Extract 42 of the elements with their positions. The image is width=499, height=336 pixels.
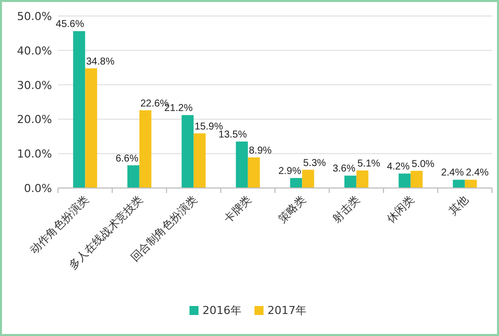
- x-tick-label: 卡牌类: [221, 192, 254, 226]
- bar: [248, 157, 260, 188]
- x-tick-label: 射击类: [330, 192, 362, 226]
- y-tick-label: 50.0%: [17, 10, 52, 23]
- data-label: 4.2%: [386, 162, 410, 173]
- data-label: 3.6%: [332, 164, 356, 175]
- bar: [452, 180, 465, 188]
- data-label: 5.0%: [412, 158, 435, 170]
- bar: [302, 170, 314, 188]
- bar: [127, 165, 140, 188]
- y-tick-label: 30.0%: [17, 78, 52, 92]
- legend-label: 2017年: [268, 304, 306, 317]
- data-label: 6.6%: [116, 153, 138, 164]
- data-label: 13.5%: [218, 130, 247, 141]
- data-label: 2.4%: [441, 168, 464, 179]
- y-tick-label: 10.0%: [17, 148, 52, 161]
- bar: [410, 170, 423, 188]
- x-tick-label: 策略类: [276, 192, 308, 226]
- y-tick-label: 20.0%: [17, 113, 52, 126]
- bar: [236, 142, 248, 188]
- bar: [182, 115, 194, 188]
- data-label: 34.8%: [86, 56, 115, 68]
- bar: [139, 110, 152, 188]
- x-tick-label: 其他: [446, 192, 471, 218]
- bar: [85, 68, 98, 188]
- data-label: 45.6%: [56, 19, 84, 30]
- bar: [290, 178, 302, 188]
- data-label: 5.1%: [357, 158, 380, 170]
- data-label: 5.3%: [303, 158, 326, 169]
- bar: [194, 133, 206, 188]
- bar: [398, 174, 411, 188]
- bar: [464, 180, 477, 188]
- bar: [356, 170, 368, 188]
- bar: [73, 31, 86, 188]
- bar: [344, 176, 356, 188]
- y-tick-label: 40.0%: [17, 44, 52, 58]
- legend-label: 2016年: [202, 304, 242, 317]
- x-tick-label: 休闲类: [384, 192, 417, 226]
- y-tick-label: 0.0%: [24, 182, 52, 195]
- data-label: 2.4%: [466, 168, 489, 179]
- data-label: 2.9%: [278, 166, 302, 178]
- data-label: 8.9%: [248, 145, 272, 156]
